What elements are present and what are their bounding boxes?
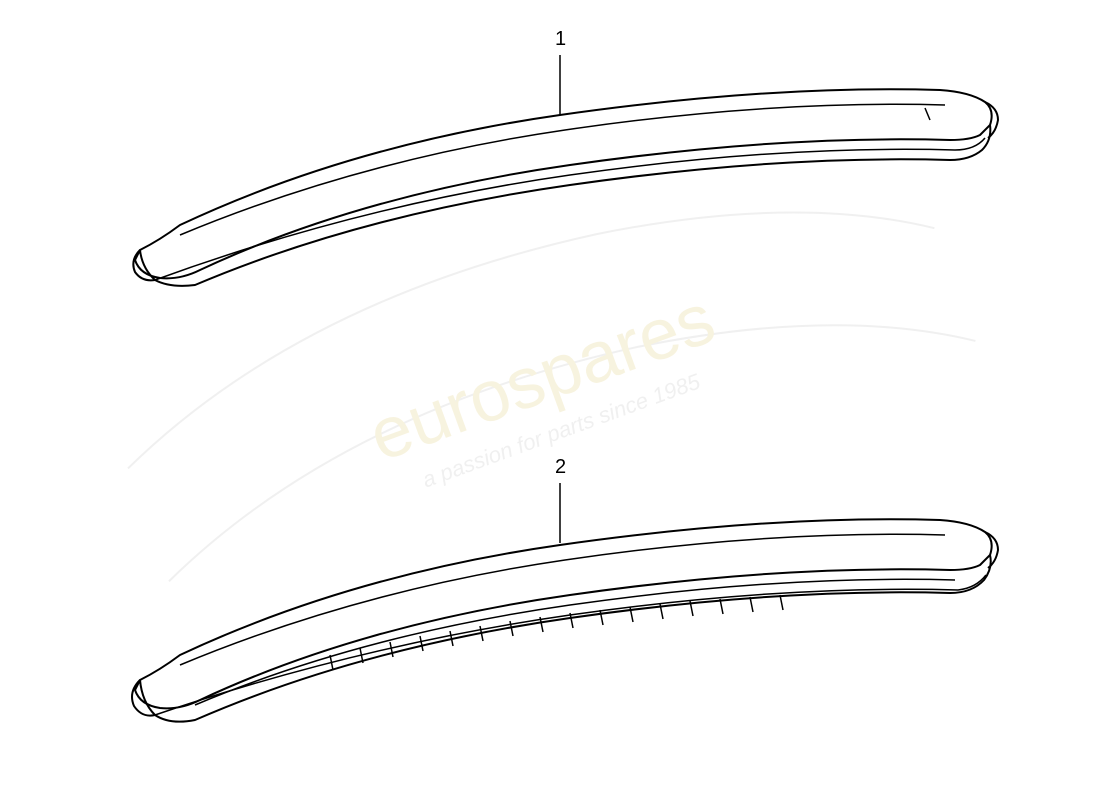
callout-label-2: 2 bbox=[555, 456, 566, 478]
parts-diagram: eurospares a passion for parts since 198… bbox=[0, 0, 1100, 800]
callout-2: 2 bbox=[0, 0, 1100, 600]
